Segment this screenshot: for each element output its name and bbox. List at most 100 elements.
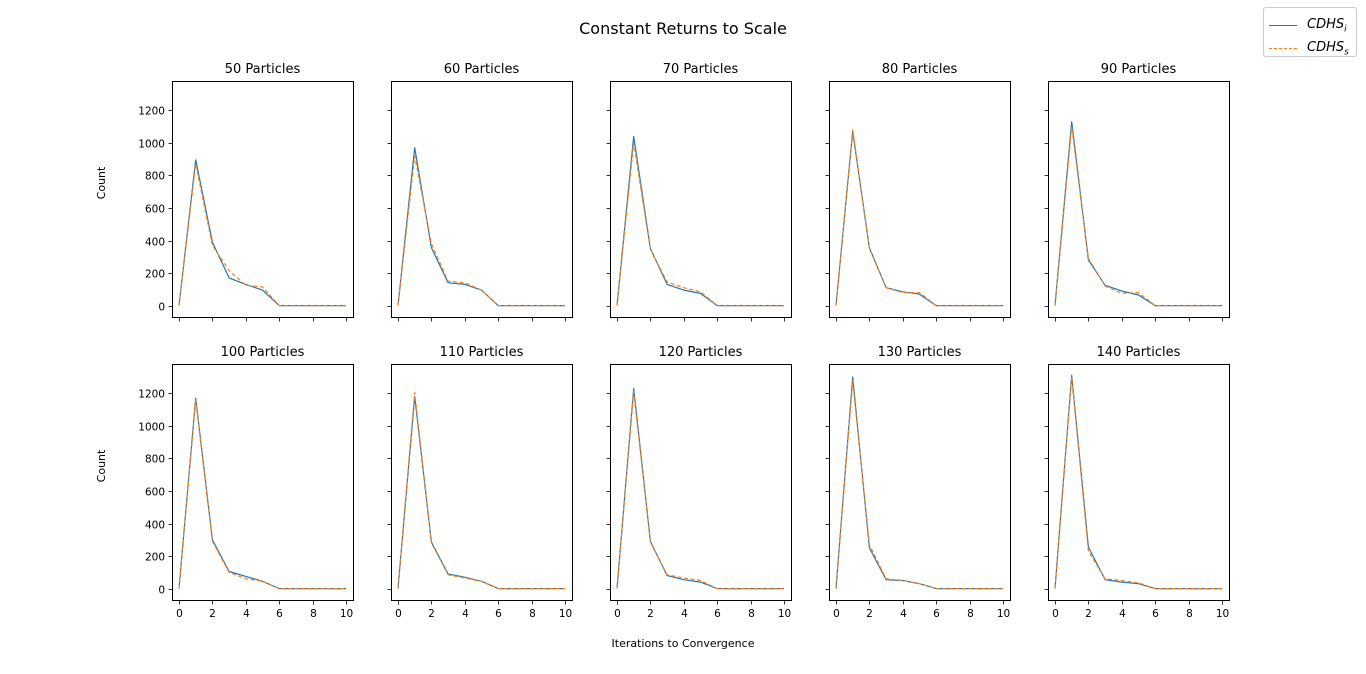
series-line-cdhs-i — [835, 376, 1003, 590]
subplot-panel: 50 Particles 0 200 400 600 800 1000 1200 — [138, 62, 354, 322]
x-tick-label: 8 — [529, 608, 536, 620]
x-tick-label: 4 — [243, 608, 250, 620]
x-tick-label: 8 — [1186, 608, 1193, 620]
series-line-cdhs-i — [1054, 374, 1222, 590]
series-line-cdhs-i — [178, 397, 346, 590]
x-tick-label: 8 — [310, 608, 317, 620]
legend: CDHSi CDHSs — [1263, 7, 1357, 58]
series-line-cdhs-s — [1054, 376, 1222, 590]
x-tick-label: 8 — [967, 608, 974, 620]
subplot-title: 50 Particles — [225, 62, 301, 77]
series-line-cdhs-i — [1054, 121, 1222, 307]
subplot-panel: 100 Particles 0 2 4 6 8 10 0 200 400 600 800 1000 120… — [138, 345, 354, 620]
y-tick-label: 800 — [145, 454, 165, 466]
x-tick-label: 4 — [1119, 608, 1126, 620]
series-line-cdhs-s — [397, 155, 565, 307]
axes-frame — [172, 364, 354, 601]
y-tick-label: 800 — [145, 171, 165, 183]
subplot-title: 130 Particles — [878, 345, 962, 360]
x-tick-label: 2 — [647, 608, 654, 620]
legend-label-cdhs-i: CDHSi — [1307, 17, 1347, 35]
x-tick-label: 2 — [209, 608, 216, 620]
subplot-panel: 60 Particles — [387, 62, 573, 322]
series-line-cdhs-i — [616, 387, 784, 590]
y-tick-label: 1200 — [138, 106, 165, 118]
subplot-title: 140 Particles — [1097, 345, 1181, 360]
x-tick-label: 6 — [495, 608, 502, 620]
axes-frame — [391, 364, 573, 601]
x-tick-label: 10 — [1216, 608, 1229, 620]
x-tick-label: 2 — [1085, 608, 1092, 620]
subplot-title: 70 Particles — [663, 62, 739, 77]
series-line-cdhs-s — [616, 391, 784, 590]
x-tick-label: 6 — [276, 608, 283, 620]
series-line-cdhs-i — [178, 159, 346, 307]
series-line-cdhs-s — [835, 380, 1003, 590]
x-tick-label: 0 — [1052, 608, 1059, 620]
y-tick-label: 0 — [158, 585, 165, 597]
axes-frame — [1048, 81, 1230, 318]
x-tick-label: 6 — [933, 608, 940, 620]
x-tick-label: 4 — [900, 608, 907, 620]
y-axis-label-bottom: Count — [95, 449, 108, 482]
series-line-cdhs-s — [1054, 125, 1222, 307]
series-line-cdhs-s — [397, 391, 565, 590]
y-tick-label: 400 — [145, 237, 165, 249]
y-tick-label: 400 — [145, 520, 165, 532]
legend-swatch-cdhs-i — [1269, 25, 1297, 26]
figure-title: Constant Returns to Scale — [579, 19, 787, 38]
x-tick-label: 6 — [1152, 608, 1159, 620]
x-tick-label: 2 — [866, 608, 873, 620]
x-tick-label: 10 — [559, 608, 572, 620]
subplot-panel: 110 Particles 0 2 4 6 8 10 — [387, 345, 573, 620]
x-tick-label: 0 — [614, 608, 621, 620]
y-tick-label: 200 — [145, 552, 165, 564]
x-tick-label: 10 — [340, 608, 353, 620]
subplot-panel: 70 Particles — [606, 62, 792, 322]
axes-frame — [610, 81, 792, 318]
subplot-title: 110 Particles — [440, 345, 524, 360]
x-tick-label: 4 — [462, 608, 469, 620]
subplot-panel: 140 Particles 0 2 4 6 8 10 — [1044, 345, 1230, 620]
axes-frame — [829, 81, 1011, 318]
y-tick-label: 200 — [145, 269, 165, 281]
series-line-cdhs-i — [616, 135, 784, 307]
legend-item-cdhs-i: CDHSi — [1264, 16, 1356, 36]
series-line-cdhs-s — [178, 399, 346, 590]
x-tick-label: 0 — [176, 608, 183, 620]
axes-frame — [1048, 364, 1230, 601]
x-tick-label: 6 — [714, 608, 721, 620]
subplot-title: 100 Particles — [221, 345, 305, 360]
x-tick-label: 4 — [681, 608, 688, 620]
y-tick-label: 1200 — [138, 389, 165, 401]
series-line-cdhs-s — [616, 142, 784, 307]
x-tick-label: 0 — [395, 608, 402, 620]
subplot-title: 90 Particles — [1101, 62, 1177, 77]
x-tick-label: 10 — [997, 608, 1010, 620]
x-tick-label: 2 — [428, 608, 435, 620]
axes-frame — [829, 364, 1011, 601]
axes-frame — [610, 364, 792, 601]
subplot-panel: 120 Particles 0 2 4 6 8 10 — [606, 345, 792, 620]
x-tick-label: 10 — [778, 608, 791, 620]
y-tick-label: 600 — [145, 487, 165, 499]
subplot-panel: 80 Particles — [825, 62, 1011, 322]
series-line-cdhs-s — [835, 129, 1003, 307]
axes-frame — [391, 81, 573, 318]
series-line-cdhs-i — [835, 130, 1003, 307]
subplot-panel: 90 Particles — [1044, 62, 1230, 322]
x-tick-label: 8 — [748, 608, 755, 620]
y-tick-label: 1000 — [138, 422, 165, 434]
subplot-title: 60 Particles — [444, 62, 520, 77]
series-line-cdhs-s — [178, 163, 346, 307]
series-line-cdhs-i — [397, 396, 565, 590]
y-tick-label: 600 — [145, 204, 165, 216]
axes-frame — [172, 81, 354, 318]
subplot-title: 80 Particles — [882, 62, 958, 77]
y-tick-label: 0 — [158, 302, 165, 314]
subplot-panel: 130 Particles 0 2 4 6 8 10 — [825, 345, 1011, 620]
subplot-title: 120 Particles — [659, 345, 743, 360]
y-axis-label-top: Count — [95, 166, 108, 199]
legend-label-cdhs-s: CDHSs — [1307, 40, 1349, 58]
